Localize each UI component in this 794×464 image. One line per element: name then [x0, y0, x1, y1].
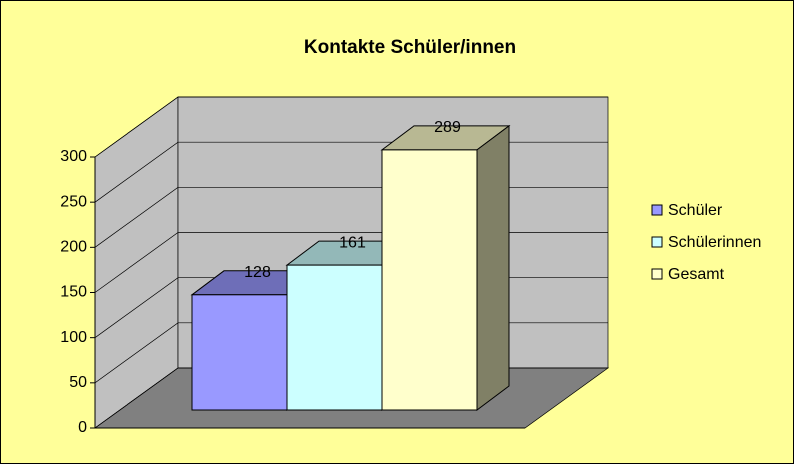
y-tick-label: 50	[69, 374, 87, 391]
y-tick-label: 150	[60, 284, 87, 301]
value-label: 289	[434, 119, 461, 136]
y-tick-label: 300	[60, 148, 87, 165]
bar	[381, 149, 478, 411]
value-label: 128	[244, 264, 271, 281]
bar	[191, 294, 288, 411]
bar-side	[476, 124, 510, 411]
legend-label: Schüler	[668, 202, 723, 219]
value-label: 161	[339, 234, 366, 251]
grid-line	[94, 96, 608, 158]
bar	[286, 264, 383, 411]
y-tick-label: 0	[78, 419, 87, 436]
legend-label: Gesamt	[668, 266, 725, 283]
legend-swatch	[651, 236, 663, 248]
chart-title: Kontakte Schüler/innen	[304, 37, 516, 58]
legend-swatch	[651, 204, 663, 216]
y-tick-label: 100	[60, 329, 87, 346]
legend-label: Schülerinnen	[668, 234, 761, 251]
y-tick-label: 200	[60, 239, 87, 256]
y-tick-label: 250	[60, 193, 87, 210]
legend-swatch	[651, 268, 663, 280]
